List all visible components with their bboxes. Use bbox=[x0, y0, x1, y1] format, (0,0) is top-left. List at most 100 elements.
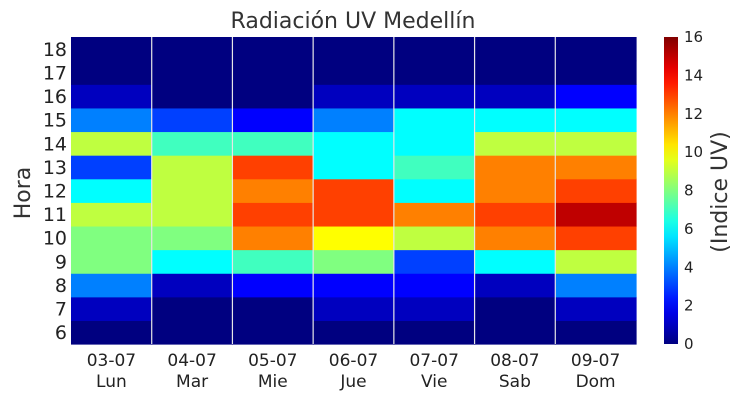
heatmap-cell bbox=[555, 155, 637, 180]
heatmap-cell bbox=[555, 320, 637, 345]
heatmap-cell bbox=[151, 178, 234, 203]
heatmap-cell bbox=[474, 131, 556, 156]
y-tick-label: 17 bbox=[43, 62, 67, 84]
heatmap-cell bbox=[313, 37, 395, 62]
heatmap-cell bbox=[313, 320, 395, 345]
colorbar bbox=[664, 37, 678, 344]
x-tick-day: Dom bbox=[576, 372, 616, 392]
heatmap-cell bbox=[313, 107, 395, 133]
heatmap-cell bbox=[232, 37, 314, 62]
heatmap-cell bbox=[555, 178, 637, 203]
heatmap-cell bbox=[232, 178, 314, 203]
heatmap-cell bbox=[71, 60, 153, 85]
colorbar-tick-label: 0 bbox=[684, 335, 694, 353]
heatmap-cell bbox=[474, 155, 556, 180]
heatmap-cell bbox=[71, 296, 153, 321]
heatmap-cell bbox=[151, 155, 234, 180]
heatmap-cell bbox=[71, 320, 153, 345]
heatmap-cell bbox=[71, 225, 153, 251]
y-tick-label: 18 bbox=[43, 39, 67, 61]
heatmap-cell bbox=[151, 320, 234, 345]
x-tick-date: 08-07 bbox=[490, 351, 539, 371]
x-tick-day: Mie bbox=[258, 372, 288, 392]
x-tick-date: 05-07 bbox=[248, 351, 297, 371]
colorbar-tick-label: 8 bbox=[684, 182, 694, 200]
heatmap-cell bbox=[232, 273, 314, 298]
y-tick-label: 9 bbox=[55, 251, 67, 273]
heatmap-cell bbox=[313, 273, 395, 298]
heatmap-cell bbox=[151, 296, 234, 321]
vertical-gridlines bbox=[151, 37, 556, 344]
heatmap-cell bbox=[151, 60, 234, 85]
heatmap-cell bbox=[232, 131, 314, 156]
heatmap-cell bbox=[232, 296, 314, 321]
heatmap-cell bbox=[71, 84, 153, 109]
heatmap-cell bbox=[151, 225, 234, 251]
heatmap-cell bbox=[393, 273, 476, 298]
heatmap-cell bbox=[151, 107, 234, 133]
y-tick-label: 6 bbox=[55, 322, 67, 344]
heatmap-cell bbox=[474, 107, 556, 133]
heatmap-cell bbox=[555, 84, 637, 109]
colorbar-label: (Indice UV) bbox=[708, 131, 733, 252]
heatmap-cell bbox=[151, 249, 234, 274]
heatmap-cell bbox=[393, 225, 476, 251]
heatmap-cell bbox=[71, 131, 153, 156]
heatmap-cell bbox=[313, 225, 395, 251]
heatmap-cell bbox=[555, 249, 637, 274]
heatmap-cell bbox=[313, 249, 395, 274]
colorbar-tick-labels: 0 2 4 6 8 10 12 14 16 bbox=[684, 28, 703, 353]
heatmap-cell bbox=[555, 273, 637, 298]
heatmap-cell bbox=[313, 84, 395, 109]
colorbar-tick-label: 14 bbox=[684, 66, 703, 84]
heatmap-cell bbox=[474, 320, 556, 345]
heatmap-cell bbox=[71, 178, 153, 203]
heatmap-cell bbox=[313, 131, 395, 156]
heatmap-cell bbox=[555, 202, 637, 227]
x-tick-date: 06-07 bbox=[329, 351, 378, 371]
heatmap-cell bbox=[474, 202, 556, 227]
heatmap-cell bbox=[393, 178, 476, 203]
colorbar-tick-label: 6 bbox=[684, 220, 694, 238]
heatmap-cell bbox=[474, 84, 556, 109]
heatmap-cell bbox=[393, 155, 476, 180]
heatmap-cell bbox=[555, 225, 637, 251]
x-tick-date: 07-07 bbox=[409, 351, 458, 371]
heatmap-cell bbox=[393, 107, 476, 133]
colorbar-tick-label: 16 bbox=[684, 28, 703, 46]
heatmap-cell bbox=[151, 131, 234, 156]
heatmap-cell bbox=[393, 202, 476, 227]
y-tick-label: 15 bbox=[43, 110, 67, 132]
heatmap-cell bbox=[393, 249, 476, 274]
colorbar-tick-label: 2 bbox=[684, 297, 694, 315]
x-tick-day: Sab bbox=[499, 372, 531, 392]
heatmap-cell bbox=[232, 249, 314, 274]
heatmap-cell bbox=[555, 37, 637, 62]
heatmap-cell bbox=[71, 37, 153, 62]
heatmap-cell bbox=[393, 37, 476, 62]
heatmap-cell bbox=[393, 320, 476, 345]
heatmap-cell bbox=[71, 273, 153, 298]
colorbar-tick-label: 4 bbox=[684, 258, 694, 276]
heatmap-cell bbox=[232, 155, 314, 180]
colorbar-tick-label: 12 bbox=[684, 105, 703, 123]
heatmap-cell bbox=[71, 107, 153, 133]
heatmap-cell bbox=[555, 131, 637, 156]
heatmap-cell bbox=[313, 178, 395, 203]
heatmap-cell bbox=[232, 320, 314, 345]
x-tick-date: 04-07 bbox=[167, 351, 216, 371]
y-tick-label: 12 bbox=[43, 181, 67, 203]
heatmap-cell bbox=[71, 249, 153, 274]
chart-title: Radiación UV Medellín bbox=[231, 9, 476, 34]
heatmap-cell bbox=[474, 178, 556, 203]
x-tick-day: Vie bbox=[421, 372, 447, 392]
heatmap-cell bbox=[71, 202, 153, 227]
heatmap-cell bbox=[555, 107, 637, 133]
heatmap-cell bbox=[151, 37, 234, 62]
heatmap-cell bbox=[313, 296, 395, 321]
heatmap-cell bbox=[313, 155, 395, 180]
heatmap-cell bbox=[232, 225, 314, 251]
